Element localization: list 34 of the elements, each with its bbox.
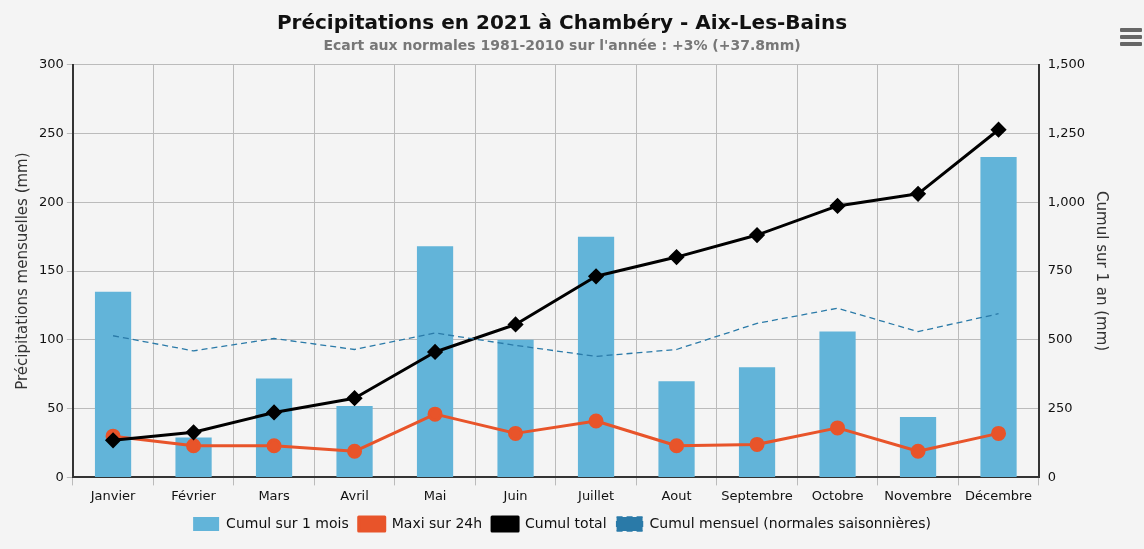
y2-tick-label: 1,000 (1047, 193, 1085, 209)
x-tick-label: Janvier (89, 487, 137, 503)
y2-axis-title: Cumul sur 1 an (mm) (1093, 191, 1112, 352)
x-tick-label: Juillet (577, 487, 615, 503)
x-tick-label: Septembre (721, 487, 793, 503)
y-tick-label: 200 (38, 193, 64, 209)
y-axis-title: Précipitations mensuelles (mm) (12, 152, 31, 390)
y2-tick-label: 0 (1047, 468, 1057, 484)
legend-label: Maxi sur 24h (391, 514, 483, 531)
y-tick-label: 250 (38, 124, 64, 140)
y-tick-label: 100 (38, 331, 64, 347)
x-tick-label: Décembre (964, 487, 1033, 503)
x-tick-label: Octobre (811, 487, 864, 503)
legend-label: Cumul sur 1 mois (226, 514, 349, 531)
x-tick-label: Aout (661, 487, 692, 503)
y-tick-label: 50 (47, 400, 64, 416)
chart-title: Précipitations en 2021 à Chambéry - Aix-Les-Bains (276, 10, 848, 35)
x-tick-label: Mars (258, 487, 290, 503)
x-tick-label: Novembre (884, 487, 952, 503)
legend-label: Cumul mensuel (normales saisonnières) (649, 514, 931, 531)
y2-tick-label: 750 (1047, 262, 1073, 278)
x-tick-label: Février (171, 487, 217, 503)
y2-tick-label: 1,250 (1047, 124, 1085, 140)
y2-tick-label: 250 (1047, 400, 1073, 416)
x-tick-label: Juin (502, 487, 528, 503)
x-tick-label: Avril (340, 487, 369, 503)
y-tick-label: 300 (38, 56, 64, 72)
y-tick-label: 150 (38, 262, 64, 278)
y-tick-label: 0 (55, 468, 64, 484)
y2-tick-label: 1,500 (1047, 56, 1085, 72)
chart-subtitle: Ecart aux normales 1981-2010 sur l'année : +3% (+37.8mm) (323, 37, 801, 54)
legend-label: Cumul total (525, 514, 607, 531)
y2-tick-label: 500 (1047, 331, 1073, 347)
x-tick-label: Mai (423, 487, 447, 503)
